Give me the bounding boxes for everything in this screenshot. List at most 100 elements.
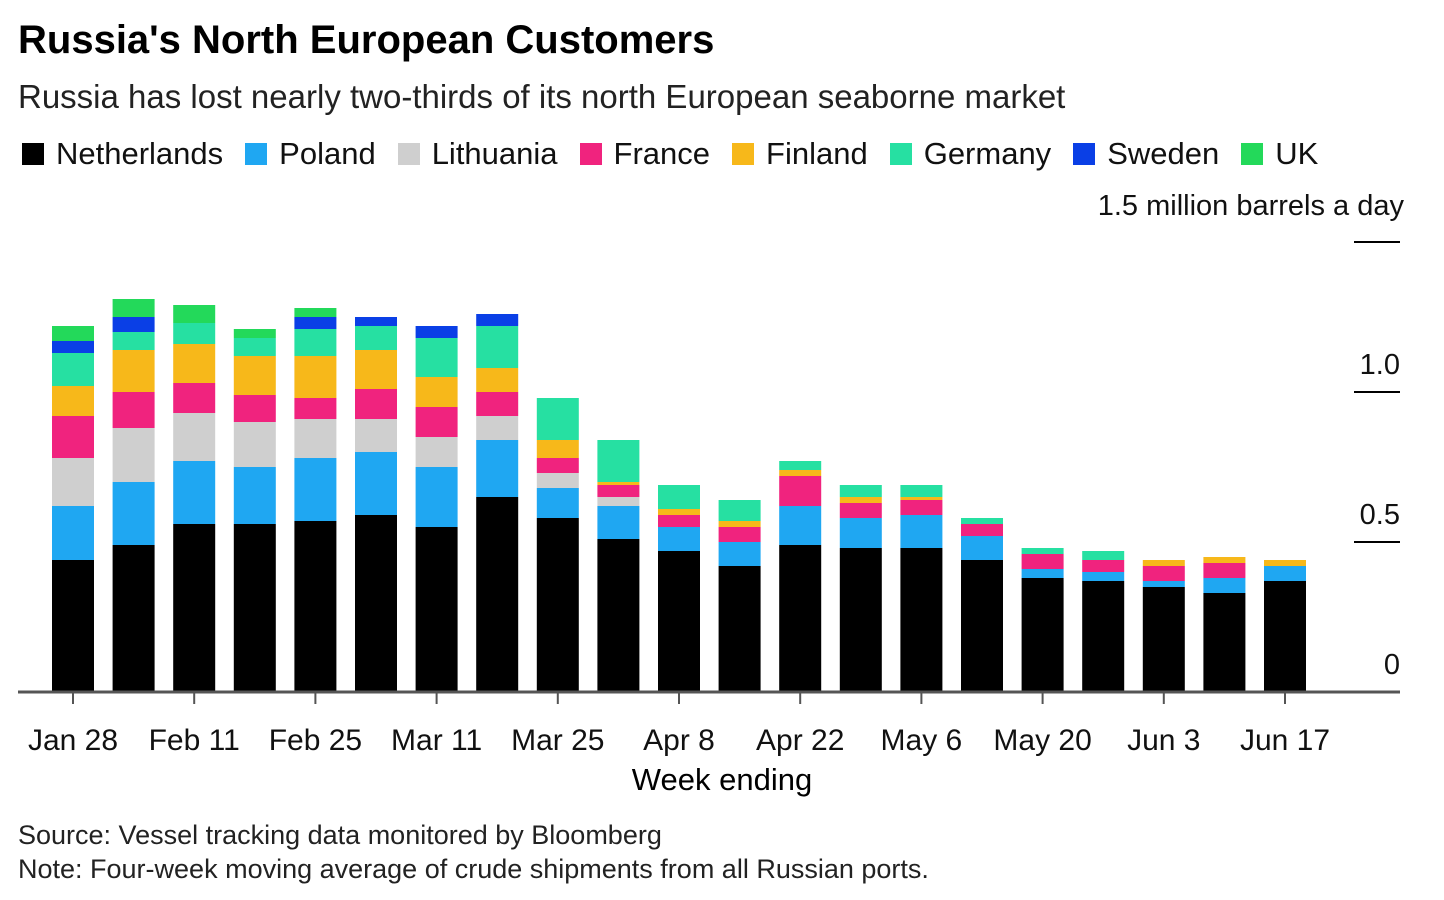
bar-stack-mar-25: [536, 398, 579, 692]
bar-segment-lithuania: [233, 422, 276, 467]
bar-segment-finland: [1203, 557, 1246, 563]
bar-segment-netherlands: [1203, 593, 1246, 692]
bar-segment-netherlands: [961, 560, 1003, 692]
bar-segment-finland: [52, 386, 94, 416]
bar-stack-jun-17: [1264, 560, 1306, 692]
bar-segment-finland: [658, 509, 700, 515]
bar-segment-france: [1021, 554, 1064, 569]
bar-segment-france: [900, 500, 943, 515]
bar-segment-germany: [536, 398, 579, 440]
x-tick-label: Apr 22: [756, 724, 844, 757]
bar-segment-france: [1142, 566, 1185, 581]
bar-segment-sweden: [112, 317, 155, 332]
legend-label: UK: [1275, 136, 1319, 171]
bar-segment-france: [779, 476, 822, 506]
bar-stack-feb-25: [294, 308, 337, 692]
bar-segment-france: [658, 515, 700, 527]
y-axis-unit-label: 1.5 million barrels a day: [1097, 190, 1404, 222]
bar-stack-jun-10: [1203, 557, 1246, 692]
bar-segment-netherlands: [1264, 581, 1306, 692]
bar-segment-finland: [476, 368, 519, 392]
bar-segment-netherlands: [779, 545, 822, 692]
legend-swatch: [889, 143, 912, 165]
bar-segment-poland: [1142, 581, 1185, 587]
bar-segment-germany: [233, 338, 276, 356]
bar-segment-poland: [961, 536, 1003, 560]
bar-stack-mar-18: [476, 314, 519, 692]
bar-segment-france: [839, 503, 882, 518]
bar-segment-france: [173, 383, 216, 413]
bar-segment-netherlands: [173, 524, 216, 692]
legend-label: Germany: [923, 136, 1052, 171]
bar-segment-poland: [1082, 572, 1125, 581]
bar-segment-uk: [173, 305, 216, 323]
legend-swatch: [1241, 143, 1264, 165]
bar-segment-poland: [52, 506, 94, 560]
legend-label: Netherlands: [56, 136, 224, 171]
bar-segment-netherlands: [476, 497, 519, 692]
bar-segment-france: [961, 524, 1003, 536]
bar-segment-netherlands: [597, 539, 640, 692]
bar-segment-france: [112, 392, 155, 428]
legend-swatch: [245, 143, 268, 165]
bar-segment-poland: [900, 515, 943, 548]
bar-segment-germany: [597, 440, 640, 482]
bar-segment-lithuania: [415, 437, 458, 467]
bar-segment-netherlands: [1021, 578, 1064, 692]
bar-segment-germany: [900, 485, 943, 497]
bar-segment-sweden: [355, 317, 397, 326]
bar-segment-france: [294, 398, 337, 419]
bar-segment-poland: [476, 440, 519, 497]
legend-label: Finland: [766, 136, 868, 171]
bar-segment-finland: [415, 377, 458, 407]
bar-segment-france: [1082, 560, 1125, 572]
bar-stack-apr-1: [597, 440, 640, 692]
bar-segment-finland: [839, 497, 882, 503]
bar-segment-germany: [355, 326, 397, 350]
bar-segment-sweden: [294, 317, 337, 329]
bar-segment-poland: [1264, 566, 1306, 581]
x-axis-title-wrap: Week ending: [0, 762, 1444, 798]
bar-segment-germany: [1082, 551, 1125, 560]
legend-label: Lithuania: [431, 136, 558, 171]
bar-segment-poland: [839, 518, 882, 548]
bar-stack-apr-8: [658, 485, 700, 692]
legend-item-finland: Finland: [732, 136, 868, 172]
bar-segment-poland: [1203, 578, 1246, 593]
legend-item-netherlands: Netherlands: [22, 136, 223, 172]
bar-segment-germany: [415, 338, 458, 377]
bar-segment-germany: [658, 485, 700, 509]
bar-segment-lithuania: [597, 497, 640, 506]
bar-segment-germany: [112, 332, 155, 350]
x-axis-title: Week ending: [631, 762, 813, 797]
bar-segment-poland: [536, 488, 579, 518]
bar-stack-may-6: [900, 485, 943, 692]
bar-segment-poland: [233, 467, 276, 524]
bar-segment-netherlands: [658, 551, 700, 692]
bar-segment-germany: [718, 500, 761, 521]
bar-segment-sweden: [476, 314, 519, 326]
bar-segment-netherlands: [839, 548, 882, 692]
bar-segment-finland: [173, 344, 216, 383]
bar-segment-germany: [476, 326, 519, 368]
bar-segment-germany: [294, 329, 337, 356]
bar-segment-finland: [900, 497, 943, 500]
x-tick-label: Mar 25: [511, 724, 604, 757]
x-tick-label: Mar 11: [391, 724, 482, 757]
bar-segment-france: [718, 527, 761, 542]
bar-segment-france: [476, 392, 519, 416]
bar-segment-sweden: [52, 341, 94, 353]
legend-item-france: France: [579, 136, 710, 172]
legend: Netherlands Poland Lithuania France Finland G…: [22, 136, 1422, 172]
x-tick-label: May 20: [993, 724, 1091, 757]
bar-segment-france: [415, 407, 458, 437]
bar-segment-germany: [1021, 548, 1064, 554]
bar-segment-finland: [355, 350, 397, 389]
legend-swatch: [22, 143, 44, 165]
bar-segment-netherlands: [536, 518, 579, 692]
legend-item-poland: Poland: [245, 136, 376, 172]
bar-segment-germany: [779, 461, 822, 470]
bar-segment-germany: [839, 485, 882, 497]
bar-segment-uk: [112, 299, 155, 317]
